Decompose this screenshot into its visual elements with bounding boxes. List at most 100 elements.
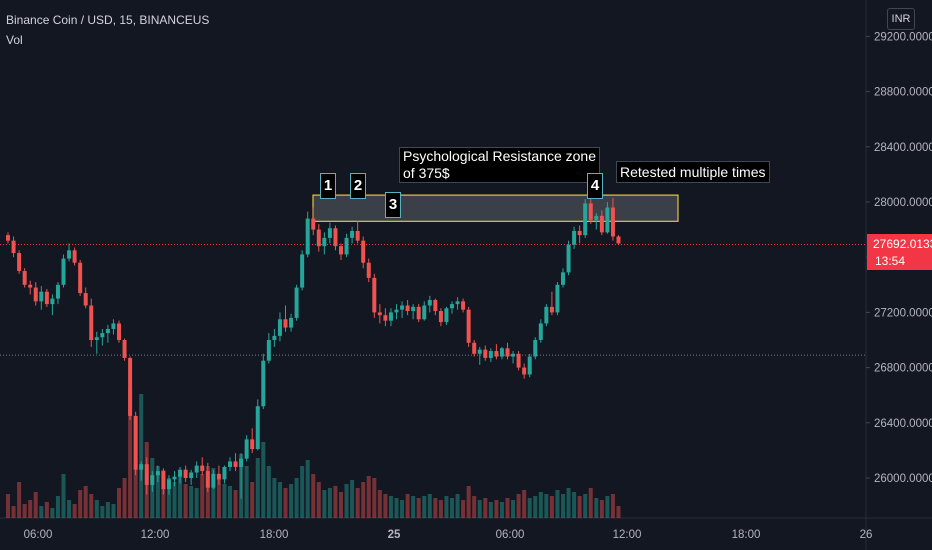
candle-body <box>178 469 183 477</box>
volume-bar <box>89 494 94 518</box>
y-tick-label: 29200.0000 <box>874 31 932 43</box>
volume-bar <box>499 502 504 518</box>
last-price-value: 27692.0133 <box>873 237 932 251</box>
volume-bar <box>44 502 49 518</box>
volume-bar <box>438 500 443 518</box>
candle-body <box>67 250 72 259</box>
candle-body <box>344 237 349 255</box>
volume-bar <box>422 496 427 518</box>
volume-bar <box>189 486 194 518</box>
volume-bar <box>383 494 388 518</box>
volume-bar <box>6 494 10 518</box>
candle-body <box>105 328 110 334</box>
candle-body <box>538 323 543 340</box>
candle-body <box>599 215 604 233</box>
retest-annotation[interactable]: Retested multiple times <box>616 161 770 183</box>
volume-bar <box>78 490 83 518</box>
volume-bar <box>117 488 121 518</box>
candle-body <box>255 406 260 450</box>
volume-bar <box>200 474 205 518</box>
candle-body <box>361 240 366 263</box>
candle-body <box>350 230 355 238</box>
volume-bar <box>216 478 221 518</box>
volume-bar <box>416 498 421 518</box>
candle-body <box>610 207 615 237</box>
volume-bar <box>400 500 405 518</box>
candle-body <box>261 360 266 407</box>
candle-body <box>377 312 382 316</box>
volume-bar <box>555 490 560 518</box>
candle-body <box>222 466 227 480</box>
candle-body <box>39 291 44 302</box>
volume-bar <box>322 490 327 518</box>
candle-body <box>78 262 83 294</box>
candle-body <box>394 309 399 313</box>
candle-body <box>516 353 521 368</box>
touch-label-4[interactable]: 4 <box>587 173 603 199</box>
volume-bar <box>427 494 432 518</box>
candle-body <box>44 291 49 305</box>
volume-bar <box>361 482 366 518</box>
volume-bar <box>11 506 16 518</box>
candle-body <box>466 309 471 343</box>
y-tick-label: 26800.0000 <box>874 363 932 375</box>
candle-body <box>477 349 482 354</box>
volume-bar <box>311 474 316 518</box>
candle-body <box>94 337 99 340</box>
zone-annotation[interactable]: Psychological Resistance zone of 375$ <box>399 147 600 183</box>
volume-bar <box>205 466 210 518</box>
y-tick-label: 26000.0000 <box>874 473 932 485</box>
candle-body <box>616 236 621 244</box>
candle-body <box>11 240 16 254</box>
x-tick-label: 25 <box>388 529 401 541</box>
volume-bar <box>244 466 249 518</box>
candle-body <box>372 277 377 313</box>
volume-bar <box>211 468 216 518</box>
candle-body <box>161 471 166 490</box>
volume-bar <box>128 388 133 518</box>
volume-bar <box>333 486 338 518</box>
x-tick-label: 18:00 <box>732 529 761 541</box>
candle-body <box>561 272 565 285</box>
volume-bar <box>283 488 288 518</box>
volume-bar <box>194 488 199 518</box>
volume-bar <box>344 484 349 518</box>
candle-body <box>100 333 105 338</box>
currency-button[interactable]: INR <box>887 8 915 30</box>
volume-bar <box>178 474 183 518</box>
candle-body <box>305 218 310 255</box>
candle-body <box>150 475 155 485</box>
candle-body <box>22 271 27 285</box>
candle-body <box>422 305 427 320</box>
candle-body <box>277 319 282 336</box>
touch-label-3[interactable]: 3 <box>385 192 401 218</box>
touch-label-1[interactable]: 1 <box>320 173 336 199</box>
volume-bar <box>549 496 554 518</box>
candle-body <box>383 315 388 321</box>
candle-body <box>522 367 527 375</box>
volume-bar <box>305 460 310 518</box>
candle-body <box>72 250 77 263</box>
candle-body <box>549 306 554 313</box>
volume-bar <box>300 466 305 518</box>
volume-bar <box>566 488 571 518</box>
bar-countdown: 13:54 <box>875 254 906 268</box>
candle-body <box>355 230 360 241</box>
candle-body <box>533 340 538 357</box>
touch-label-2[interactable]: 2 <box>350 173 366 199</box>
volume-bar <box>522 490 527 518</box>
candle-body <box>139 464 144 470</box>
volume-bar <box>261 442 266 518</box>
volume-bar <box>294 478 299 518</box>
x-tick-label: 06:00 <box>24 529 53 541</box>
volume-bar <box>572 492 577 518</box>
y-tick-label: 26400.0000 <box>874 418 932 430</box>
candle-body <box>233 461 238 467</box>
candle-body <box>416 306 421 320</box>
volume-bar <box>533 496 538 518</box>
volume-bar <box>483 498 488 518</box>
volume-bar <box>94 500 99 518</box>
candle-body <box>527 356 532 375</box>
volume-bar <box>505 498 510 518</box>
